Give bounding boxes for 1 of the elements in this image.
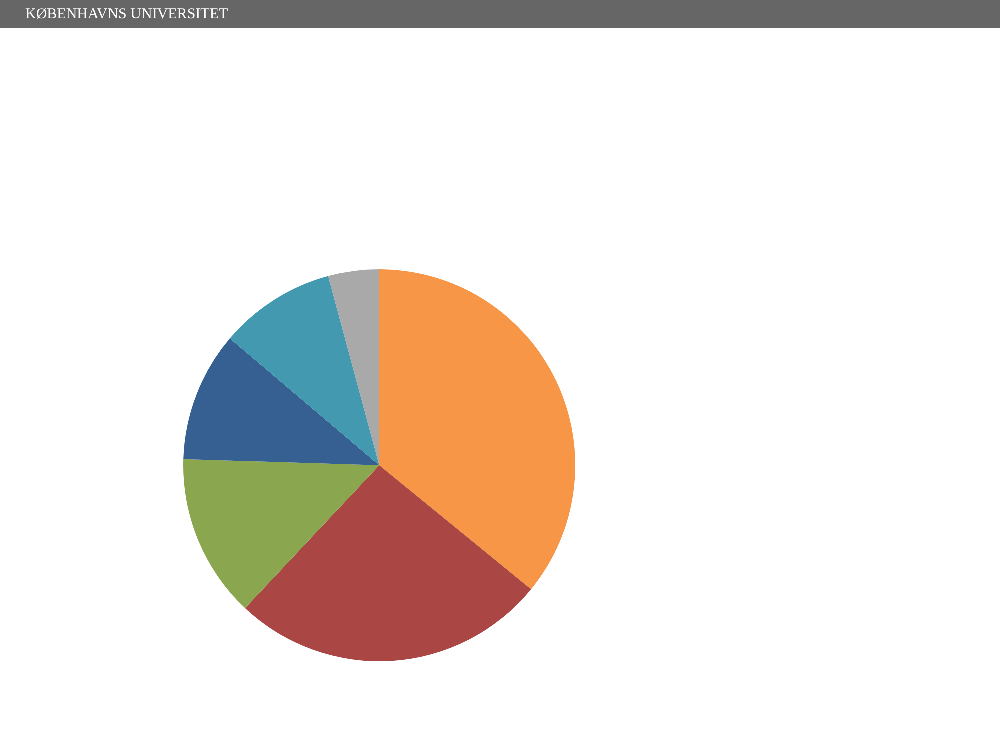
text: KØBENHAVNS UNIVERSITET xyxy=(26,6,228,22)
